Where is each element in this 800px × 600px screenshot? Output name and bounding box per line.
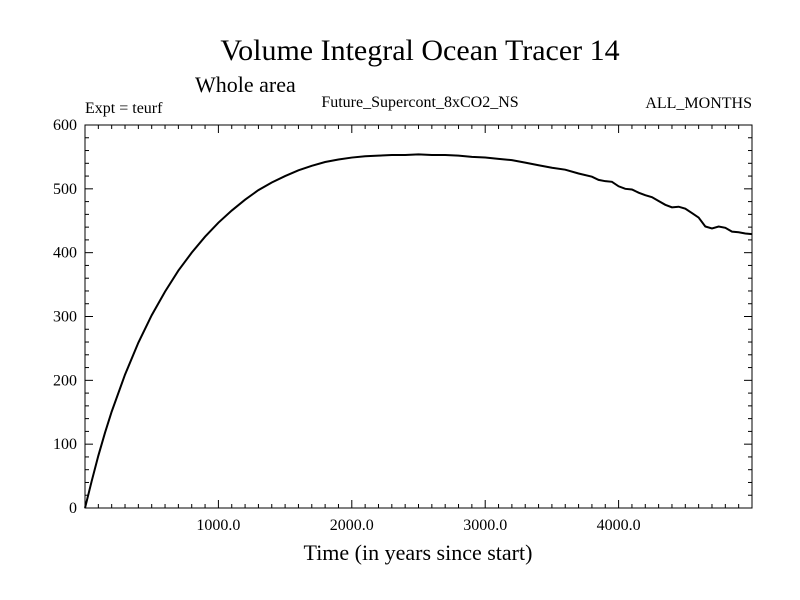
y-tick-label: 400: [53, 245, 77, 262]
months-label: ALL_MONTHS: [645, 95, 752, 112]
plot-frame: [84, 124, 753, 509]
x-tick-label: 1000.0: [196, 517, 240, 534]
y-tick-label: 0: [69, 500, 77, 517]
experiment-label: Expt = teurf: [85, 100, 163, 117]
x-tick-label: 2000.0: [330, 517, 374, 534]
series-line: [84, 153, 753, 509]
y-tick-label: 100: [53, 436, 77, 453]
y-tick-label: 200: [53, 372, 77, 389]
x-axis: 1000.0 2000.0 3000.0 4000.0: [97, 125, 740, 534]
chart-title: Volume Integral Ocean Tracer 14: [220, 34, 619, 67]
x-tick-label: 4000.0: [597, 517, 641, 534]
run-name-label: Future_Supercont_8xCO2_NS: [321, 94, 518, 111]
y-axis: 0 100 200 300 400 500 600: [53, 117, 752, 517]
y-tick-label: 500: [53, 181, 77, 198]
x-axis-label: Time (in years since start): [304, 540, 533, 565]
x-tick-label: 3000.0: [463, 517, 507, 534]
y-tick-label: 600: [53, 117, 77, 134]
y-tick-label: 300: [53, 309, 77, 326]
chart-subtitle: Whole area: [195, 72, 296, 97]
